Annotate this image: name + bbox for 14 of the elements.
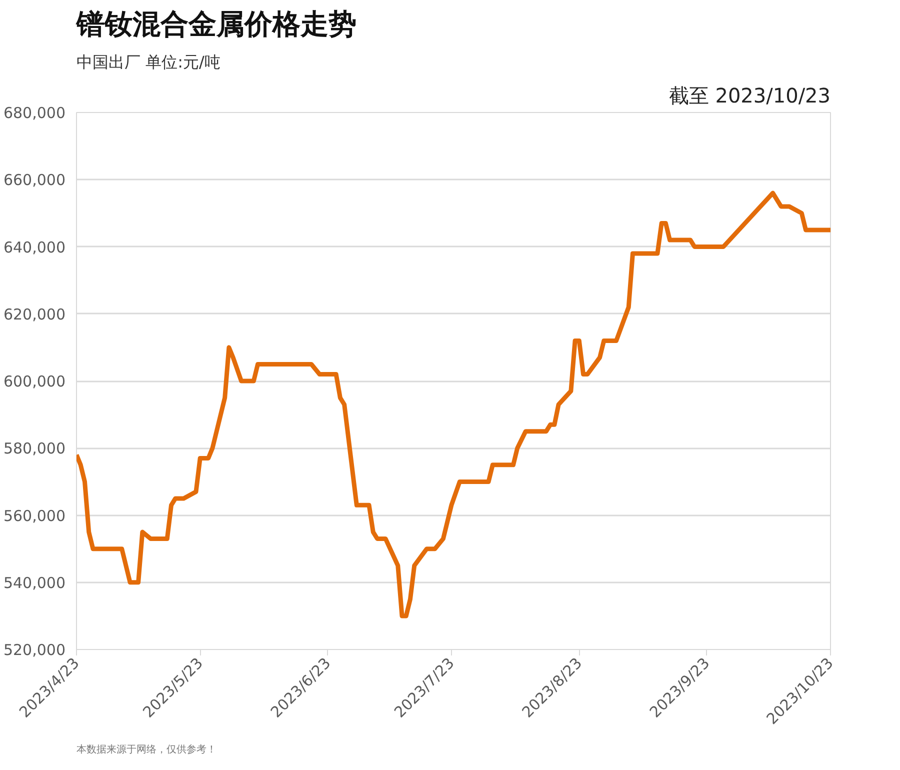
y-tick-label: 560,000	[3, 506, 66, 525]
y-tick-label: 640,000	[3, 238, 66, 256]
line-series	[76, 190, 830, 618]
y-tick-label: 540,000	[3, 574, 66, 592]
y-tick-label: 580,000	[3, 440, 66, 458]
y-tick-label: 520,000	[3, 641, 66, 659]
y-tick-label: 660,000	[3, 171, 66, 190]
text: 本数据来源于网络，仅供参考！	[76, 744, 216, 756]
y-tick-label: 680,000	[3, 104, 66, 122]
chart-title: 镨钕混合金属价格走势	[76, 8, 356, 40]
chart-subtitle: 中国出厂 单位:元/吨	[76, 52, 220, 72]
y-tick-label: 620,000	[3, 305, 66, 324]
text: 截至 2023/10/23	[668, 84, 831, 108]
y-tick-label: 600,000	[3, 372, 66, 390]
